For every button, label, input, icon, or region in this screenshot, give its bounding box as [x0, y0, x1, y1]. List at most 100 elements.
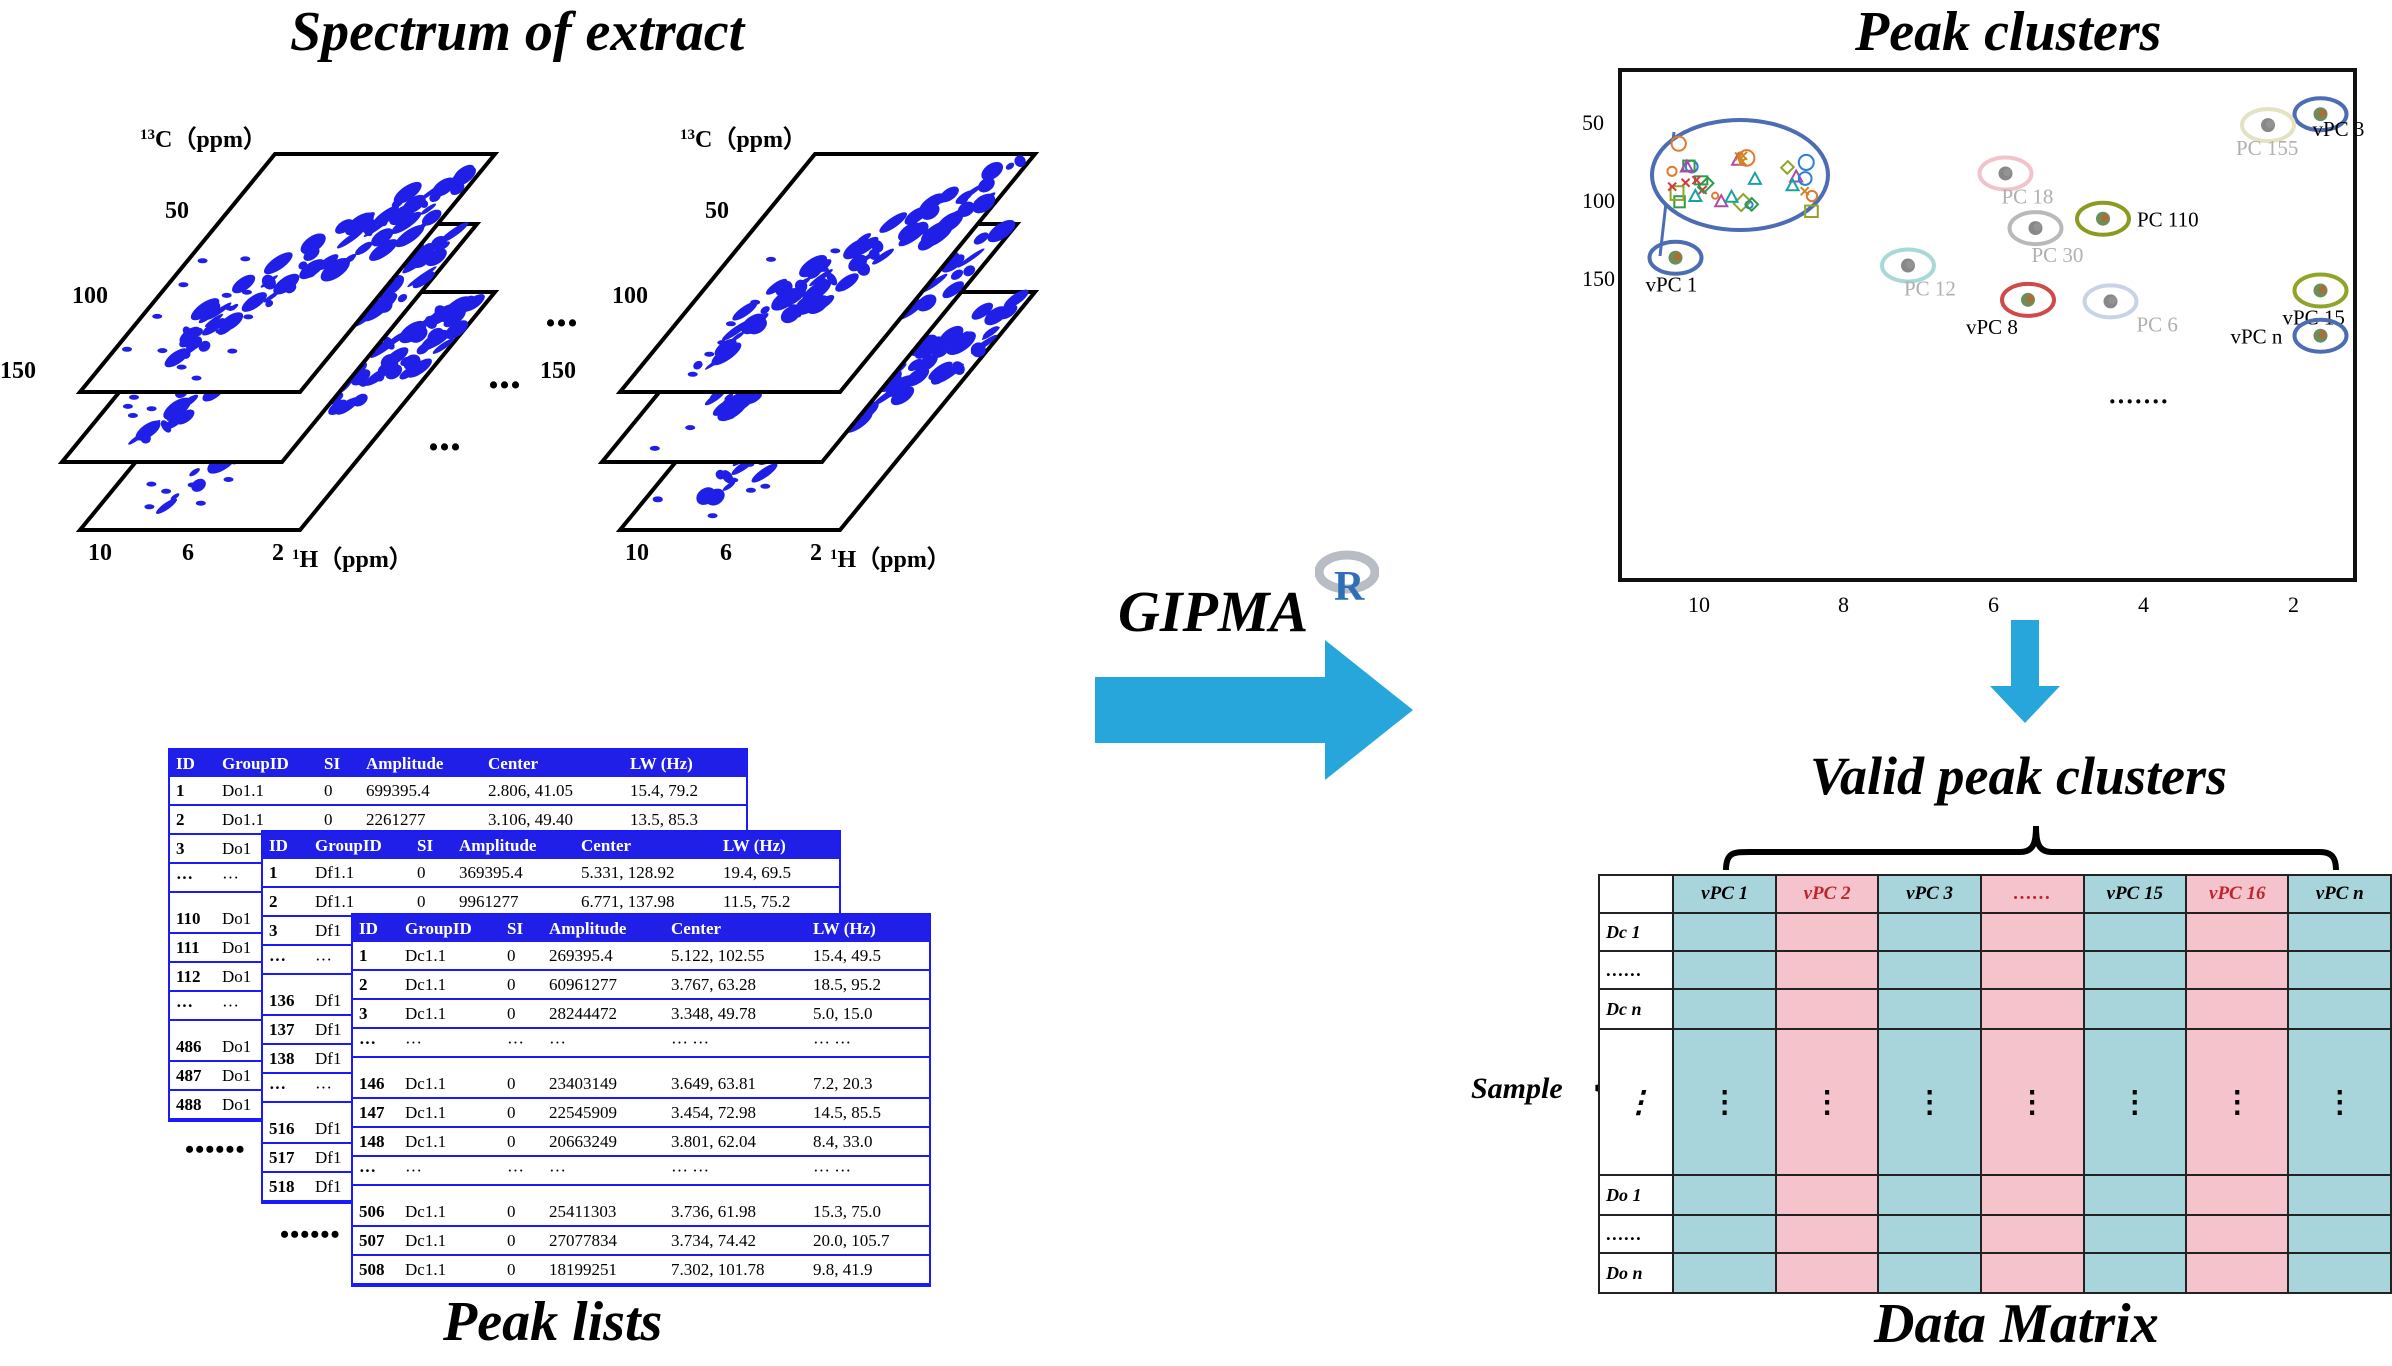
nmr-peak — [197, 258, 208, 264]
spectrum-plane — [75, 152, 500, 394]
table-cell: ··· — [543, 1156, 665, 1186]
nmr-peak — [1003, 289, 1029, 309]
table-cell: 9.8, 41.9 — [807, 1255, 929, 1285]
matrix-cell — [2287, 950, 2392, 990]
cluster-label: PC 30 — [2032, 243, 2084, 267]
x-axis: 10 8 6 4 2 — [1688, 592, 2299, 617]
nmr-peak — [818, 266, 829, 272]
matrix-cell — [2185, 912, 2290, 952]
nmr-peak — [336, 228, 365, 249]
matrix-row-label: ⋮ — [1597, 1028, 1675, 1176]
table-cell: 14.5, 85.5 — [807, 1098, 929, 1128]
nmr-peak — [122, 403, 133, 409]
nmr-peak — [802, 300, 813, 306]
table-header-cell: GroupID — [216, 750, 318, 777]
nmr-peak — [973, 232, 989, 245]
table-cell: 486 — [170, 1033, 216, 1062]
nmr-peak — [907, 358, 923, 372]
table-row: 146 Dc1.1 0 23403149 3.649, 63.81 7.2, 20.3 — [353, 1070, 929, 1099]
table-cell: ··· — [501, 1156, 543, 1186]
nmr-peak — [872, 248, 894, 265]
matrix-cell — [1774, 1214, 1880, 1254]
matrix-column-header: vPC 1 — [1672, 874, 1777, 914]
h-axis-label-right: 1H（ppm） — [830, 546, 951, 573]
nmr-peak — [191, 375, 202, 381]
matrix-row: Dc 1 — [1597, 912, 2392, 952]
nmr-peak — [223, 477, 234, 482]
table-header-cell: Amplitude — [453, 832, 575, 859]
matrix-column-header: vPC n — [2287, 874, 2392, 914]
nmr-peak — [453, 164, 475, 182]
matrix-cell — [2287, 1252, 2392, 1294]
y-tick-label: 50 — [1582, 110, 1604, 135]
nmr-peak — [931, 342, 949, 358]
nmr-peak — [347, 256, 355, 263]
spectrum-ellipsis-1: ... — [545, 287, 578, 336]
nmr-peak — [978, 177, 995, 193]
nmr-peak — [984, 306, 1008, 326]
nmr-peak — [389, 203, 416, 226]
nmr-peak — [370, 337, 399, 358]
nmr-peak — [730, 331, 745, 342]
table-cell: ··· — [263, 1073, 309, 1103]
nmr-peak — [202, 318, 226, 336]
matrix-cell — [2185, 950, 2290, 990]
table-cell: Dc1.1 — [399, 1098, 501, 1128]
nmr-peak — [780, 306, 801, 324]
matrix-row: Do n — [1597, 1252, 2392, 1294]
table-cell: 147 — [353, 1098, 399, 1128]
nmr-peak — [261, 274, 276, 290]
nmr-peak — [391, 211, 422, 235]
nmr-peak — [170, 493, 180, 501]
matrix-cell — [2082, 1252, 2188, 1294]
matrix-cell — [1672, 912, 1777, 952]
matrix-column-header: vPC 15 — [2082, 874, 2188, 914]
table-cell: 2.806, 41.05 — [482, 777, 624, 806]
table-cell: 507 — [353, 1226, 399, 1256]
nmr-peak — [852, 236, 879, 257]
cluster-label: vPC 8 — [1966, 315, 2018, 339]
table-cell: ··· — [399, 1028, 501, 1058]
table-cell: Dc1.1 — [399, 970, 501, 1000]
nmr-peak — [915, 354, 938, 373]
table-cell: 60961277 — [543, 970, 665, 1000]
peak-list-ellipsis-1: •••••• — [185, 1135, 246, 1164]
table-cell: 0 — [501, 1127, 543, 1157]
table-row: 2 Dc1.1 0 60961277 3.767, 63.28 18.5, 95.2 — [353, 970, 929, 1000]
matrix-column-header: vPC 2 — [1774, 874, 1880, 914]
table-header-cell: GroupID — [399, 915, 501, 942]
nmr-peak — [717, 340, 728, 346]
peak-clusters-title: Peak clusters — [1855, 1, 2162, 63]
nmr-peak — [1005, 162, 1015, 170]
table-cell: 0 — [318, 805, 360, 835]
table-cell: ··· ··· — [665, 1156, 807, 1186]
table-cell: 518 — [263, 1172, 309, 1202]
h-tick-10-left: 10 — [88, 540, 112, 566]
nmr-peak — [771, 288, 800, 311]
table-cell: 27077834 — [543, 1226, 665, 1256]
matrix-row-label: Dc 1 — [1597, 912, 1675, 952]
table-cell: ··· — [170, 863, 216, 893]
cluster-label: PC 18 — [2002, 184, 2054, 208]
table-cell: 516 — [263, 1115, 309, 1144]
peak-cluster: vPC 3 — [2292, 96, 2364, 141]
nmr-peak — [155, 498, 178, 514]
matrix-cell: ⋮ — [1877, 1028, 1982, 1176]
h-axis-label-left: 1H（ppm） — [292, 546, 413, 573]
nmr-peak — [422, 242, 436, 255]
nmr-peak — [885, 375, 914, 397]
nmr-peak — [179, 332, 198, 348]
y-tick-label: 150 — [1582, 266, 1615, 291]
table-cell: 5.0, 15.0 — [807, 999, 929, 1029]
cluster-label: vPC n — [2231, 325, 2283, 349]
nmr-peak — [707, 513, 718, 519]
r-logo-icon: R — [1315, 550, 1379, 604]
nmr-peak — [364, 367, 389, 386]
nmr-peak — [375, 341, 388, 351]
table-cell: Dc1.1 — [399, 1255, 501, 1285]
matrix-row: Do 1 — [1597, 1174, 2392, 1216]
nmr-peak — [273, 273, 300, 295]
nmr-peak — [221, 292, 232, 298]
table-cell: 0 — [501, 1098, 543, 1128]
cluster-label: vPC 1 — [1646, 273, 1698, 297]
